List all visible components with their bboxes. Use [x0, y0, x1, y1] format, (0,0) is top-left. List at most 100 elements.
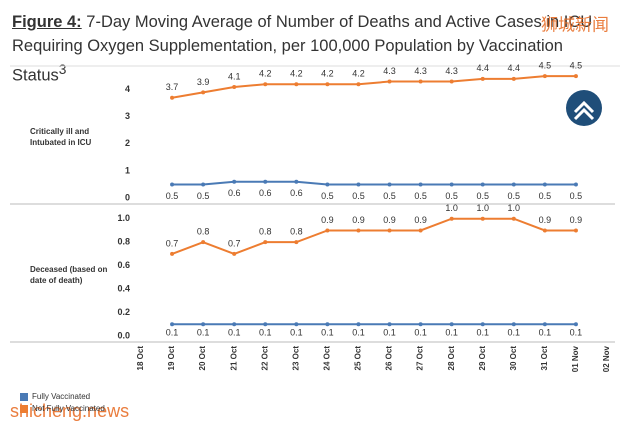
point-marker [387, 182, 392, 187]
point-marker [480, 76, 485, 81]
point-marker [418, 79, 423, 84]
point-marker [294, 240, 299, 245]
y-tick-label: 2 [125, 138, 130, 148]
data-label: 0.7 [228, 238, 241, 248]
x-tick-label: 28 Oct [447, 346, 456, 371]
point-marker [542, 74, 547, 79]
legend-swatch [20, 405, 28, 413]
scroll-top-button[interactable] [566, 90, 602, 126]
point-marker [542, 228, 547, 233]
data-label: 4.5 [539, 61, 552, 71]
point-marker [449, 322, 454, 327]
x-tick-label: 31 Oct [540, 346, 549, 371]
data-label: 0.9 [321, 215, 334, 225]
x-tick-label: 30 Oct [509, 346, 518, 371]
point-marker [325, 228, 330, 233]
point-marker [542, 182, 547, 187]
y-tick-label: 0.8 [117, 237, 130, 247]
x-tick-label: 25 Oct [354, 346, 363, 371]
data-label: 1.0 [476, 203, 489, 213]
x-tick-label: 20 Oct [198, 346, 207, 371]
data-label: 0.5 [508, 191, 521, 201]
data-label: 0.1 [166, 328, 179, 338]
data-label: 0.1 [383, 328, 396, 338]
x-tick-label: 26 Oct [385, 346, 394, 371]
point-marker [232, 84, 237, 89]
point-marker [170, 322, 175, 327]
point-marker [480, 216, 485, 221]
point-marker [263, 82, 268, 87]
data-label: 0.1 [570, 328, 583, 338]
data-label: 0.9 [570, 215, 583, 225]
watermark: shicheng.news [10, 401, 129, 421]
series-line [172, 180, 576, 186]
data-label: 0.9 [383, 215, 396, 225]
point-marker [387, 79, 392, 84]
data-label: 3.9 [197, 77, 210, 87]
x-tick-label: 23 Oct [291, 346, 300, 371]
data-label: 4.4 [476, 63, 489, 73]
data-label: 0.5 [321, 191, 334, 201]
x-tick-label: 01 Nov [571, 345, 580, 372]
point-marker [201, 322, 206, 327]
y-tick-label: 1.0 [117, 213, 130, 223]
point-marker [263, 240, 268, 245]
data-label: 0.9 [414, 215, 427, 225]
point-marker [356, 322, 361, 327]
data-label: 0.5 [570, 191, 583, 201]
data-label: 0.9 [539, 215, 552, 225]
chevron-icon[interactable] [573, 100, 595, 121]
y-tick-label: 0.4 [117, 283, 130, 293]
point-marker [294, 322, 299, 327]
point-marker [449, 182, 454, 187]
panel-label: Deceased (based on date of death) [30, 265, 108, 285]
data-label: 3.7 [166, 82, 179, 92]
watermark: 狮城新闻 [541, 15, 609, 34]
data-label: 4.1 [228, 71, 241, 81]
data-label: 0.1 [197, 328, 210, 338]
data-label: 0.7 [166, 238, 179, 248]
data-label: 0.5 [476, 191, 489, 201]
data-label: 0.6 [290, 188, 303, 198]
point-marker [294, 82, 299, 87]
data-label: 4.3 [383, 66, 396, 76]
point-marker [573, 74, 578, 79]
legend-label: Fully Vaccinated [32, 392, 90, 401]
legend-swatch [20, 393, 28, 401]
point-marker [232, 251, 237, 256]
point-marker [263, 322, 268, 327]
x-tick-label: 24 Oct [323, 346, 332, 371]
data-label: 0.8 [259, 227, 272, 237]
title-text: 7-Day Moving Average of Number of Deaths… [12, 13, 593, 85]
x-tick-label: 18 Oct [136, 346, 145, 371]
data-label: 4.2 [259, 69, 272, 79]
data-label: 0.1 [290, 328, 303, 338]
point-marker [232, 179, 237, 184]
data-label: 0.1 [259, 328, 272, 338]
data-label: 4.2 [352, 69, 365, 79]
y-tick-label: 0.2 [117, 307, 130, 317]
point-marker [418, 228, 423, 233]
point-marker [387, 322, 392, 327]
data-label: 0.1 [508, 328, 521, 338]
point-marker [480, 322, 485, 327]
point-marker [232, 322, 237, 327]
data-label: 4.2 [290, 69, 303, 79]
point-marker [511, 76, 516, 81]
data-label: 0.6 [228, 188, 241, 198]
data-label: 0.5 [539, 191, 552, 201]
point-marker [511, 322, 516, 327]
data-label: 4.5 [570, 61, 583, 71]
data-label: 0.9 [352, 215, 365, 225]
data-label: 1.0 [508, 203, 521, 213]
point-marker [325, 82, 330, 87]
x-tick-label: 19 Oct [167, 346, 176, 371]
data-label: 4.3 [414, 66, 427, 76]
point-marker [201, 240, 206, 245]
point-marker [418, 322, 423, 327]
point-marker [170, 182, 175, 187]
data-label: 0.5 [352, 191, 365, 201]
point-marker [573, 322, 578, 327]
